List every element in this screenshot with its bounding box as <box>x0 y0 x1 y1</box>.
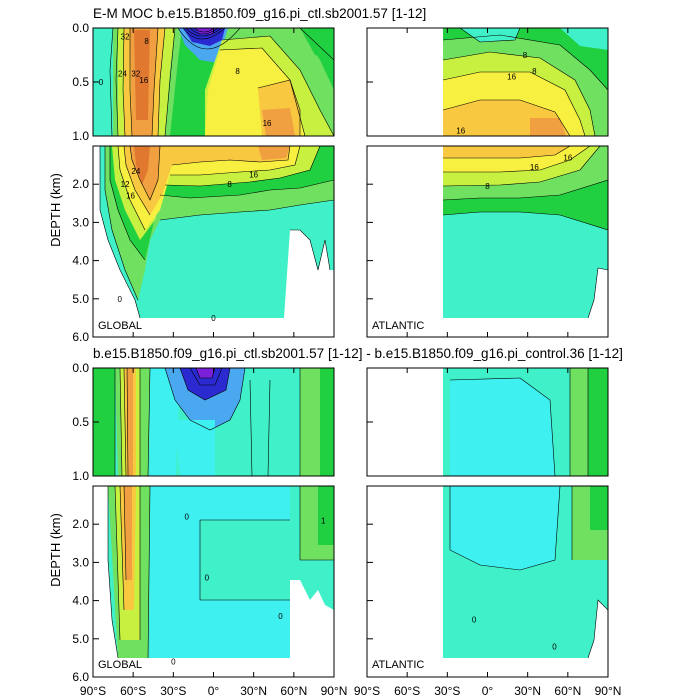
y-tick-label: 4.0 <box>72 594 89 608</box>
x-tick-label: 60°S <box>394 684 420 698</box>
top-atlantic-lower-contours <box>442 146 608 319</box>
contour-label: 8 <box>532 67 537 76</box>
x-tick-label: 30°N <box>514 684 541 698</box>
contour-label: 32 <box>131 69 140 78</box>
x-tick-label: 90°N <box>595 684 622 698</box>
contour-label: 0 <box>171 658 176 667</box>
contour-label: 0 <box>472 616 477 625</box>
contour-label: 16 <box>456 127 465 136</box>
contour-label: 8 <box>485 182 490 191</box>
y-tick-label: 3.0 <box>72 555 89 569</box>
contour-label: 0 <box>205 574 210 583</box>
y-tick-label: 0.0 <box>72 361 89 375</box>
bottom-atlantic-lower-field <box>367 486 608 677</box>
x-tick-label: 0° <box>482 684 494 698</box>
contour-label: 16 <box>126 192 135 201</box>
bottom-plot-title: b.e15.B1850.f09_g16.pi_ctl.sb2001.57 [1-… <box>93 346 623 361</box>
contour-label: 0 <box>184 513 189 522</box>
contour-label: 16 <box>139 76 148 85</box>
contour-label: 16 <box>530 163 539 172</box>
y-tick-label: 1.0 <box>72 469 89 483</box>
contour-label: 0 <box>99 78 104 87</box>
y-tick-label: 3.0 <box>72 215 89 229</box>
contour-label: 8 <box>523 51 528 60</box>
contour-label: 0 <box>278 612 283 621</box>
bottom-atlantic-lower-contours <box>449 486 608 659</box>
x-tick-label: 60°N <box>554 684 581 698</box>
contour-label: 16 <box>263 119 272 128</box>
x-tick-label: 90°N <box>321 684 348 698</box>
top-global-lower-field <box>93 146 334 337</box>
contour-label: 8 <box>235 67 240 76</box>
top-global-lower-contours <box>99 146 334 319</box>
axes-layer: 0.0 0.5 1.0 2.0 3.0 4.0 5.0 6.0 0.0 0.5 1.0 2.0 3.0 4… <box>72 21 621 698</box>
x-tick-label: 30°N <box>240 684 267 698</box>
top-atlantic-upper-contours <box>442 28 608 136</box>
x-tick-label: 30°S <box>160 684 186 698</box>
bottom-global-upper-contours <box>114 368 301 476</box>
y-tick-label: 0.0 <box>72 21 89 35</box>
contour-label: 8 <box>227 180 232 189</box>
contour-label: 24 <box>131 167 140 176</box>
y-tick-label: 2.0 <box>72 177 89 191</box>
x-tick-label: 90°S <box>354 684 380 698</box>
top-y-axis-label: DEPTH (km) <box>48 173 63 247</box>
bottom-y-axis-label: DEPTH (km) <box>48 513 63 587</box>
bottom-global-lower-contours <box>107 486 334 659</box>
contour-label: 1 <box>321 516 326 525</box>
contour-label: 24 <box>118 69 127 78</box>
y-tick-label: 4.0 <box>72 254 89 268</box>
x-tick-label: 30°S <box>434 684 460 698</box>
y-tick-label: 2.0 <box>72 517 89 531</box>
x-tick-label: 0° <box>208 684 220 698</box>
y-tick-label: 1.0 <box>72 129 89 143</box>
y-tick-label: 0.5 <box>72 75 89 89</box>
bottom-global-lower-field <box>93 486 334 677</box>
top-atlantic-lower-field <box>367 146 608 337</box>
y-tick-label: 6.0 <box>72 330 89 344</box>
x-tick-label: 60°S <box>120 684 146 698</box>
y-tick-label: 6.0 <box>72 670 89 684</box>
x-tick-label: 90°S <box>80 684 106 698</box>
top-global-panel-label: GLOBAL <box>98 320 142 332</box>
bottom-atlantic-panel-label: ATLANTIC <box>372 659 424 671</box>
x-tick-label: 60°N <box>280 684 307 698</box>
top-plot-title: E-M MOC b.e15.B1850.f09_g16.pi_ctl.sb200… <box>93 6 426 21</box>
contour-label: 16 <box>249 171 258 180</box>
y-tick-label: 5.0 <box>72 292 89 306</box>
top-global-upper-field <box>93 28 334 136</box>
contour-label: 12 <box>121 180 130 189</box>
bottom-global-panel-label: GLOBAL <box>98 659 142 671</box>
y-tick-label: 5.0 <box>72 632 89 646</box>
bottom-atlantic-upper-field <box>367 368 608 476</box>
contour-label: 32 <box>121 33 130 42</box>
bottom-global-upper-field <box>93 368 334 476</box>
top-atlantic-panel-label: ATLANTIC <box>372 320 424 332</box>
contour-label: 0 <box>118 295 123 304</box>
contour-label: 8 <box>144 37 149 46</box>
top-global-upper-contours <box>109 28 334 136</box>
contour-label: 16 <box>507 73 516 82</box>
y-tick-label: 0.5 <box>72 415 89 429</box>
top-atlantic-upper-field <box>367 28 608 136</box>
contour-label: 16 <box>563 153 572 162</box>
bottom-atlantic-upper-contours <box>449 368 589 476</box>
contour-label: 0 <box>552 642 557 651</box>
contour-label: 0 <box>211 314 216 323</box>
